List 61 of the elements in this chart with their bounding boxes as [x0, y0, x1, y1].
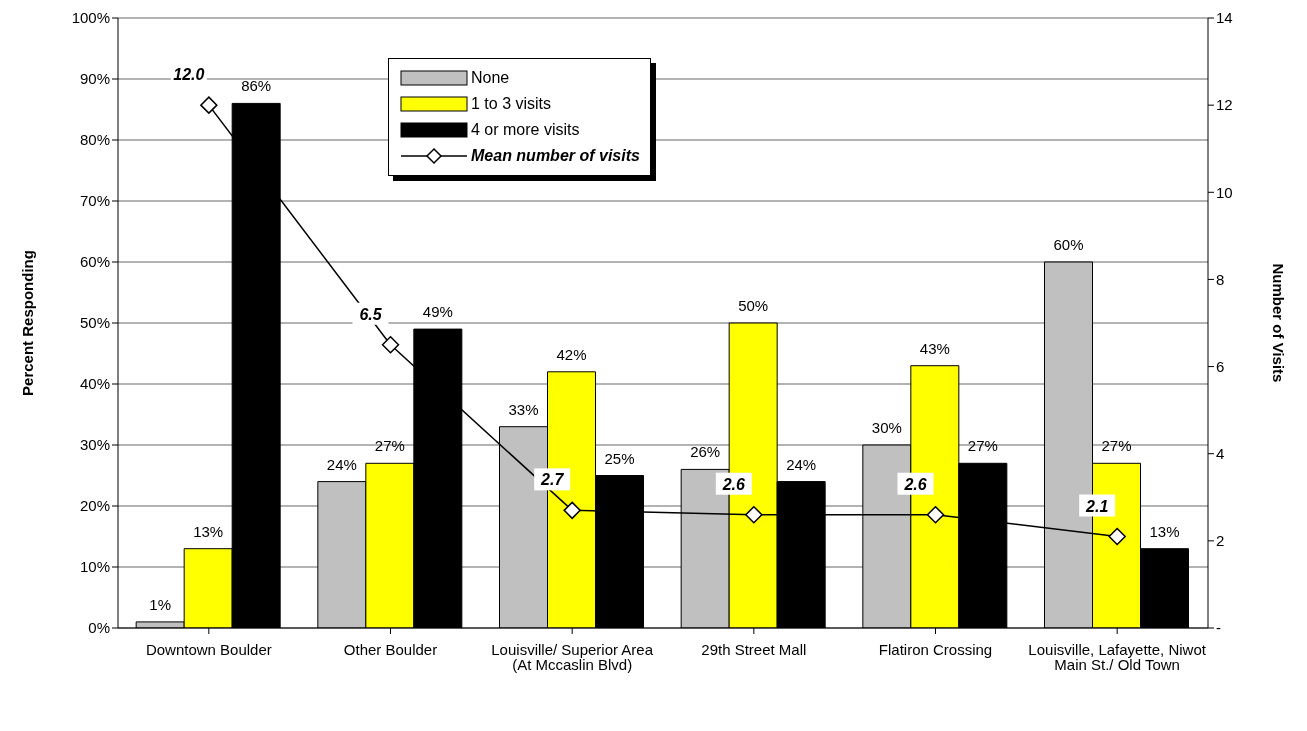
- data-label: 43%: [919, 339, 950, 357]
- y-axis-title: Percent Responding: [19, 250, 37, 396]
- data-label: 60%: [1053, 236, 1084, 253]
- data-label: 12.0: [173, 66, 205, 84]
- data-label: 2.7: [540, 471, 565, 489]
- point: [926, 505, 945, 524]
- legend-label: 4 or more visits: [471, 121, 580, 139]
- point: [563, 501, 581, 520]
- x-tick-label: Other Boulder: [343, 640, 438, 658]
- y2-tick-label: 2: [1216, 532, 1225, 550]
- data-label: 2.6: [721, 475, 746, 493]
- point: [1108, 527, 1126, 546]
- y2-tick-label: 12: [1216, 96, 1233, 114]
- legend-label: None: [471, 69, 510, 87]
- data-label: 6.5: [359, 305, 383, 323]
- x-tick-label: 29th Street Mall: [701, 640, 807, 658]
- data-label: 27%: [967, 437, 998, 455]
- y2-tick-label: -: [1216, 619, 1221, 637]
- data-label: 2.6: [903, 475, 927, 493]
- y-tick-label: 90%: [79, 70, 110, 88]
- y-tick-label: 100%: [71, 9, 110, 27]
- legend-label: Mean number of visits: [471, 147, 640, 165]
- x-tick-label: Louisville, Lafayette, Niwot Main St./ Old Town: [1028, 640, 1207, 673]
- x-tick-label: Louisville/ Superior Area (At Mccaslin Blvd): [491, 640, 654, 673]
- data-label: 42%: [556, 345, 587, 363]
- data-label: 24%: [326, 455, 357, 473]
- data-label: 33%: [508, 400, 539, 418]
- y2-axis-title: Number of Visits: [1269, 263, 1287, 383]
- x-tick-label: Downtown Boulder: [145, 640, 272, 658]
- y-tick-label: 20%: [79, 497, 110, 515]
- y2-tick-label: 8: [1216, 270, 1225, 288]
- data-label: 26%: [690, 443, 721, 461]
- y-tick-label: 30%: [79, 436, 110, 454]
- data-label: 86%: [241, 77, 272, 95]
- y2-tick-label: 4: [1216, 445, 1225, 463]
- y-tick-label: 10%: [79, 558, 110, 576]
- x-tick-label: Flatiron Crossing: [878, 640, 993, 658]
- y-tick-label: 80%: [79, 131, 110, 149]
- data-label: 2.1: [1085, 497, 1109, 515]
- data-label: 24%: [786, 455, 817, 473]
- y-tick-label: 60%: [79, 253, 110, 271]
- y-tick-label: 50%: [79, 314, 110, 332]
- data-label: 27%: [374, 437, 405, 455]
- y-tick-label: 0%: [88, 619, 110, 637]
- point: [745, 505, 763, 524]
- data-label: 30%: [871, 419, 902, 436]
- legend-label: 1 to 3 visits: [471, 95, 552, 113]
- data-label: 49%: [422, 303, 453, 321]
- y-tick-label: 40%: [79, 375, 110, 393]
- y-tick-label: 70%: [79, 192, 110, 210]
- data-label: 1%: [149, 595, 172, 613]
- data-label: 25%: [604, 449, 635, 467]
- point: [381, 336, 400, 354]
- point: [200, 96, 218, 114]
- data-label: 13%: [193, 522, 224, 540]
- y2-tick-label: 10: [1216, 183, 1233, 201]
- data-label: 50%: [738, 297, 769, 314]
- y2-tick-label: 14: [1216, 9, 1233, 27]
- data-label: 13%: [1149, 522, 1180, 540]
- data-label: 27%: [1101, 437, 1132, 455]
- y2-tick-label: 6: [1216, 357, 1225, 375]
